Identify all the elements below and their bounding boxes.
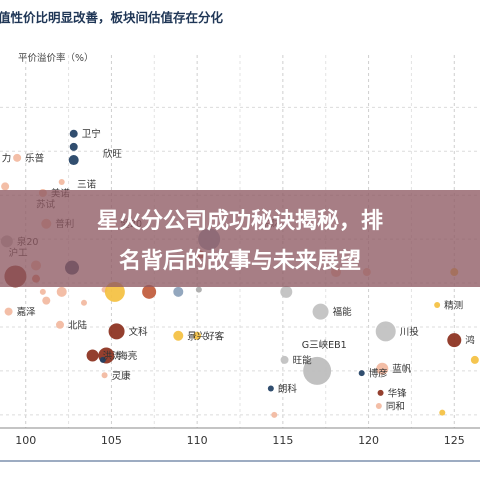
point-label-41: 好客 [205,330,225,342]
scatter-point-22 [39,288,46,295]
point-label-50: 博彦 [369,368,388,380]
scatter-point-38 [56,320,64,329]
y-axis-label: 平价溢价率（%） [18,52,94,64]
x-tick-label-0: 100 [15,434,36,447]
scatter-point-35 [81,299,87,306]
scatter-point-27 [173,286,184,297]
point-label-55: 华锋 [388,387,408,399]
scatter-point-48 [280,355,289,364]
scatter-point-36 [312,303,329,320]
scatter-point-7 [1,182,10,191]
point-label-37: 精测 [444,300,463,312]
scatter-point-51 [376,362,389,375]
scatter-point-57 [271,411,278,418]
point-label-43: 鸿 [465,335,475,347]
point-label-38: 北陆 [68,319,88,331]
scatter-point-9 [58,179,65,186]
scatter-point-2 [68,155,79,166]
scatter-point-47 [99,356,106,363]
x-tick-label-3: 115 [272,434,293,447]
chart-title: 值性价比明显改善，板块间估值存在分化 [0,10,224,25]
point-label-4: 欣旺 [103,148,123,160]
banner-line-2: 名背后的故事与未来展望 [119,248,361,274]
point-label-39: 文科 [129,326,149,338]
point-label-44: G三峡EB1 [302,339,347,351]
scatter-point-55 [377,389,384,396]
point-label-51: 蓝帆 [392,363,412,375]
scatter-point-42 [375,321,396,342]
point-label-42: 川投 [400,326,420,338]
scatter-point-34 [42,296,51,305]
point-label-6: 乐普 [25,152,45,164]
scatter-point-0 [69,129,78,138]
x-tick-label-4: 120 [358,434,379,447]
scatter-point-28 [195,286,202,293]
x-tick-label-2: 110 [187,434,208,447]
scatter-point-58 [439,409,446,416]
scatter-point-29 [280,285,293,298]
scatter-point-23 [56,286,67,297]
point-label-33: 嘉泽 [17,306,37,318]
scatter-point-45 [86,349,99,362]
scatter-point-40 [173,330,184,341]
overlay-banner: 星火分公司成功秘诀揭秘，排 名背后的故事与未来展望 [0,190,480,287]
scatter-point-56 [375,403,382,410]
point-label-40: 景兴 [187,331,206,342]
scatter-point-49 [303,356,332,385]
scatter-point-41 [193,331,202,340]
x-tick-label-1: 105 [101,434,122,447]
scatter-point-39 [108,323,125,340]
point-label-54: 朗科 [278,383,298,395]
x-tick-labels: 100 105 110 115 120 125 [15,434,465,447]
point-label-36: 福能 [333,306,353,318]
point-label-56: 同和 [386,402,405,413]
scatter-point-52 [470,355,479,364]
x-tick-label-5: 125 [444,434,465,447]
point-label-5: 力 [2,152,12,164]
scatter-point-33 [4,307,13,316]
point-label-45: 洪涛 [103,350,123,362]
scatter-point-26 [142,284,157,299]
scatter-point-50 [358,370,365,377]
banner-background [0,190,480,287]
point-label-48: 旺能 [293,354,313,366]
point-labels: 卫宁三诺欣旺力乐普美诺苏试普利健20东财泉20沪工嘉泽福能精测北陆文科景兴好客川… [2,128,475,412]
scatter-point-43 [447,333,462,348]
point-label-0: 卫宁 [82,128,101,140]
point-label-46: 海亮 [118,350,137,362]
banner-line-1: 星火分公司成功秘诀揭秘，排 [97,208,383,234]
point-label-53: 灵康 [112,370,132,382]
scatter-point-6 [13,153,22,162]
scatter-point-1 [69,142,78,151]
scatter-point-53 [101,372,108,379]
point-label-3: 三诺 [77,180,97,191]
scatter-point-54 [267,385,274,392]
scatter-point-37 [434,302,441,309]
